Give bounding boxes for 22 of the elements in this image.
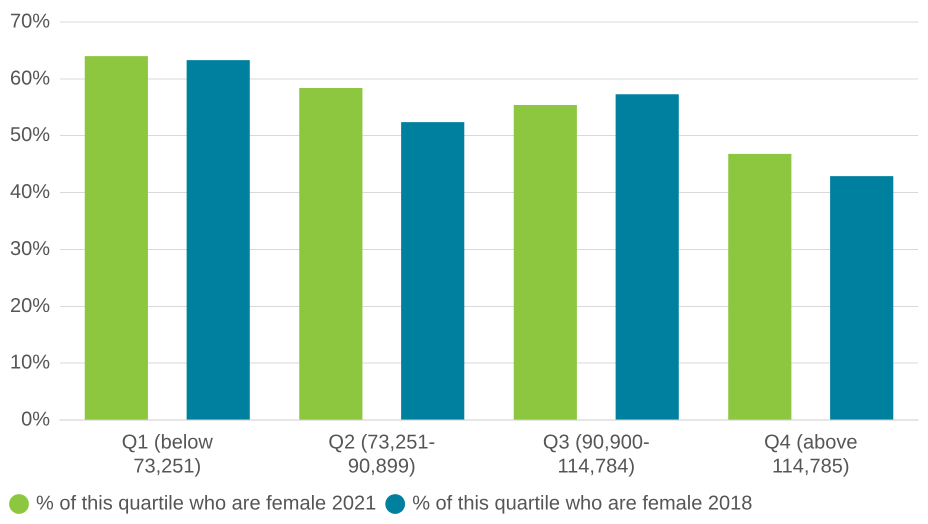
bar (616, 94, 679, 420)
y-tick-label: 40% (10, 181, 50, 204)
y-tick-label: 30% (10, 238, 50, 260)
x-tick-label: Q4 (above 114,785) (764, 432, 858, 478)
x-tick-label: Q2 (73,251- 90,899) (328, 432, 436, 478)
y-tick-label: 50% (10, 124, 50, 146)
bar (186, 60, 250, 420)
bar (728, 154, 792, 420)
bar (830, 176, 894, 420)
y-tick-label: 70% (10, 10, 50, 33)
legend-label: % of this quartile who are female 2021 (36, 492, 376, 515)
y-tick-label: 60% (10, 67, 50, 90)
x-tick-label: Q1 (below 73,251) (122, 432, 214, 478)
y-tick-label: 10% (10, 352, 50, 374)
bar (401, 122, 464, 420)
bar (514, 105, 577, 420)
x-tick-label: Q3 (90,900- 114,784) (542, 432, 650, 478)
y-tick-label: 20% (10, 294, 50, 317)
y-tick-label: 0% (21, 408, 50, 431)
legend-label: % of this quartile who are female 2018 (412, 492, 752, 515)
bar (84, 56, 148, 420)
bar (299, 88, 362, 420)
